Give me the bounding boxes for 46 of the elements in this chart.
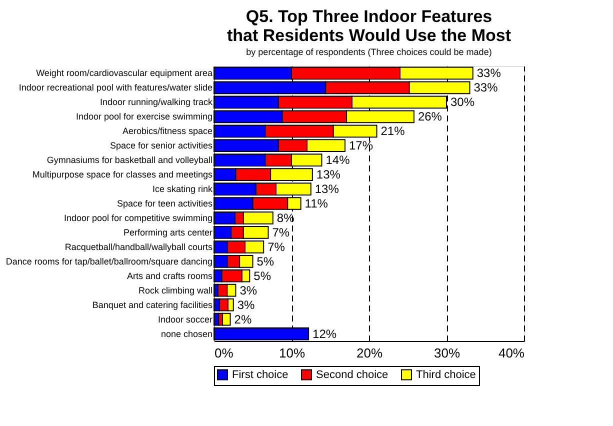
total-label: 7%	[272, 225, 290, 240]
total-label: 7%	[268, 240, 286, 254]
legend-label: Third choice	[416, 368, 476, 381]
y-tick-label: Indoor soccer	[158, 314, 212, 324]
total-label: 12%	[312, 326, 337, 341]
y-tick-label: Indoor pool for competitive swimming	[64, 212, 212, 223]
chart-title: Q5. Top Three Indoor Features that Residents Would Use the Most	[227, 7, 512, 45]
x-tick-label: 10%	[278, 346, 306, 360]
y-tick-label: none chosen	[160, 328, 212, 339]
legend-label: Second choice	[316, 368, 388, 381]
y-tick-label: Aerobics/fitness space	[122, 126, 212, 136]
y-tick-label: Space for senior activities	[110, 140, 213, 151]
total-label: 13%	[316, 168, 341, 182]
y-tick-label: Dance rooms for tap/ballet/ballroom/square dancing	[6, 256, 212, 266]
y-tick-label: Gymnasiums for basketball and volleyball	[46, 155, 212, 166]
legend-label: First choice	[232, 368, 288, 381]
total-label: 21%	[380, 124, 406, 138]
y-tick-label: Arts and crafts rooms	[126, 270, 213, 281]
y-tick-label: Indoor pool for exercise swimming	[76, 112, 212, 122]
x-tick-label: 20%	[356, 346, 383, 360]
y-tick-label: Indoor running/walking track	[100, 97, 213, 108]
x-tick-label: 30%	[434, 346, 460, 360]
total-label: 14%	[326, 153, 350, 168]
total-label: 33%	[476, 66, 502, 80]
y-tick-label: Weight room/cardiovascular equipment area	[36, 68, 212, 78]
x-tick-label: 0%	[214, 346, 234, 360]
chart-subtitle: by percentage of respondents (Three choices could be made)	[246, 47, 492, 57]
y-tick-label: Ice skating rink	[152, 184, 213, 194]
total-label: 33%	[474, 80, 498, 95]
y-tick-label: Rock climbing wall	[138, 285, 212, 296]
total-label: 3%	[237, 298, 256, 312]
total-label: 3%	[240, 283, 258, 298]
total-label: 5%	[256, 254, 274, 268]
y-tick-label: Space for teen activities	[116, 198, 213, 208]
total-label: 13%	[314, 182, 340, 196]
y-tick-label: Banquet and catering facilities	[92, 300, 213, 310]
y-tick-label: Multipurpose space for classes and meetings	[32, 170, 213, 180]
y-tick-label: Racquetball/handball/wallyball courts	[64, 242, 213, 252]
total-label: 26%	[418, 110, 442, 124]
total-label: 30%	[450, 95, 475, 110]
total-label: 11%	[304, 196, 328, 210]
total-label: 5%	[254, 268, 272, 283]
y-tick-label: Performing arts center	[123, 227, 212, 238]
total-label: 2%	[234, 312, 252, 326]
x-tick-label: 40%	[498, 346, 525, 360]
y-tick-label: Indoor recreational pool with features/water slide	[18, 82, 212, 93]
